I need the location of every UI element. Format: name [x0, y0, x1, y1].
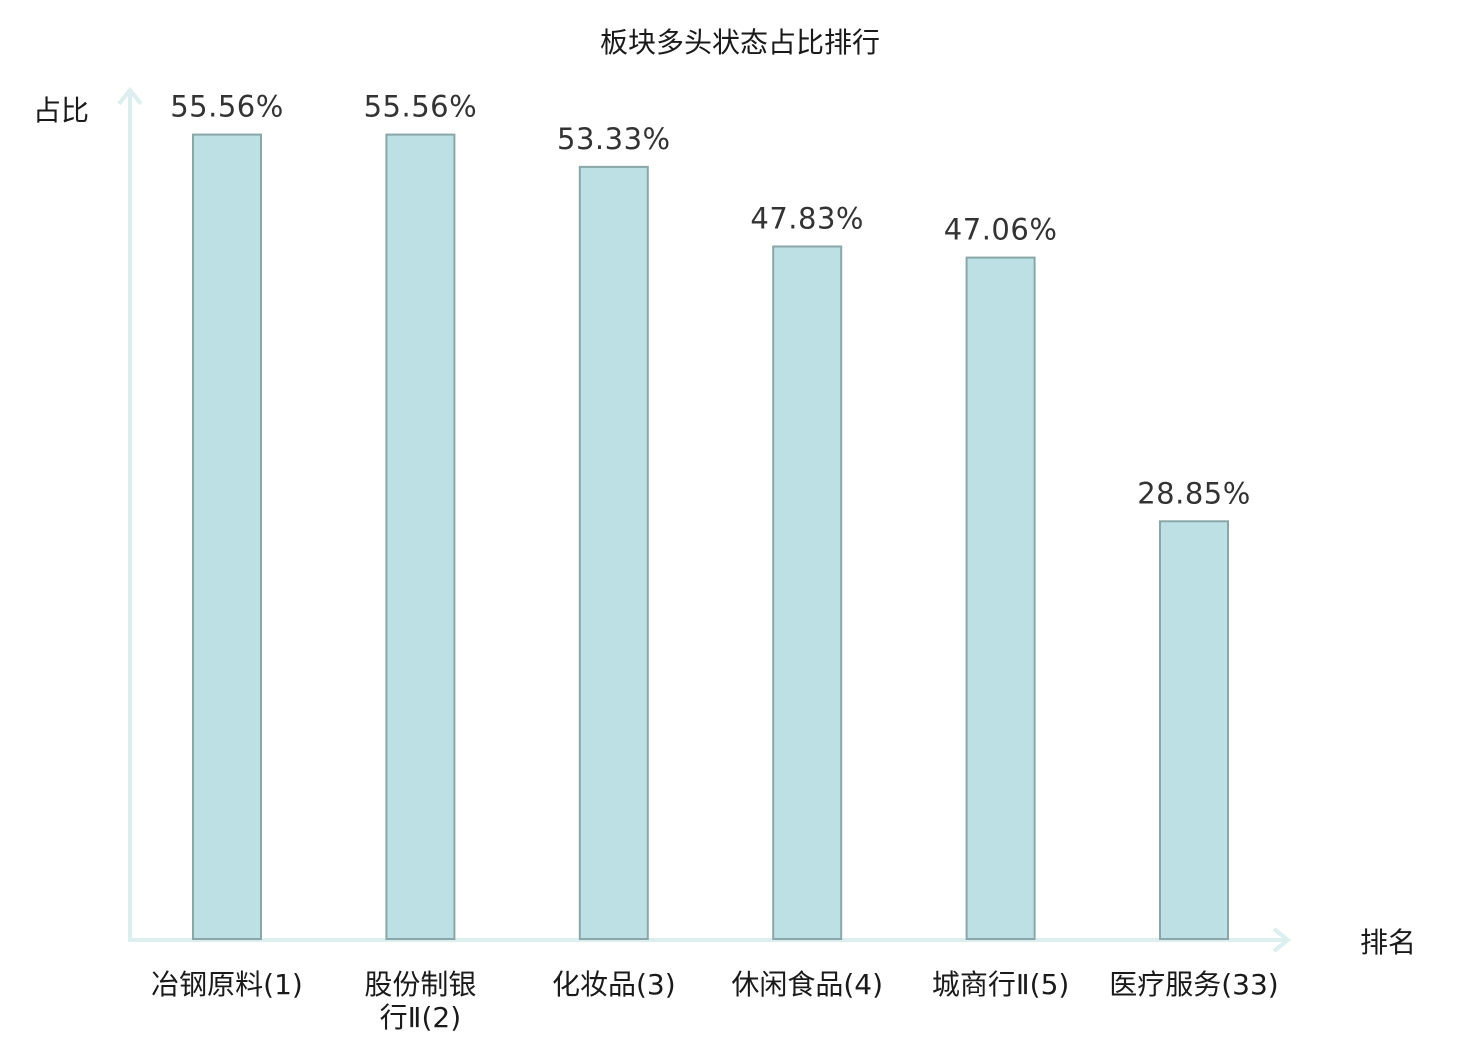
bar: [772, 245, 843, 940]
y-axis-arrow: [117, 86, 143, 106]
category-label: 股份制银: [364, 968, 476, 1001]
category-label: 城商行Ⅱ(5): [932, 968, 1069, 1001]
axes: [117, 86, 1292, 953]
chart-title: 板块多头状态占比排行: [600, 26, 880, 59]
bar-value-label: 55.56%: [364, 90, 478, 124]
x-axis-arrow: [1272, 927, 1292, 953]
bar-value-label: 28.85%: [1137, 476, 1251, 510]
bar-value-label: 47.83%: [750, 202, 864, 236]
bar-value-label: 47.06%: [944, 213, 1058, 247]
bar: [965, 256, 1036, 941]
bar-value-label: 53.33%: [557, 122, 671, 156]
bars: [192, 133, 1229, 941]
category-label: 冶钢原料(1): [151, 968, 303, 1001]
value-labels: 55.56% 55.56% 53.33% 47.83% 47.06% 28.85%: [170, 90, 1251, 511]
y-axis-label: 占比: [33, 94, 89, 127]
bar: [578, 165, 649, 940]
category-label: 医疗服务(33): [1109, 968, 1278, 1001]
category-label: 休闲食品(4): [731, 968, 883, 1001]
bar-value-label: 55.56%: [170, 90, 284, 124]
bar: [385, 133, 456, 941]
bar: [192, 133, 262, 941]
category-label: 化妆品(3): [552, 968, 676, 1001]
category-label: 行Ⅱ(2): [380, 1001, 461, 1034]
bar: [1159, 520, 1229, 940]
x-axis-label: 排名: [1360, 926, 1416, 959]
